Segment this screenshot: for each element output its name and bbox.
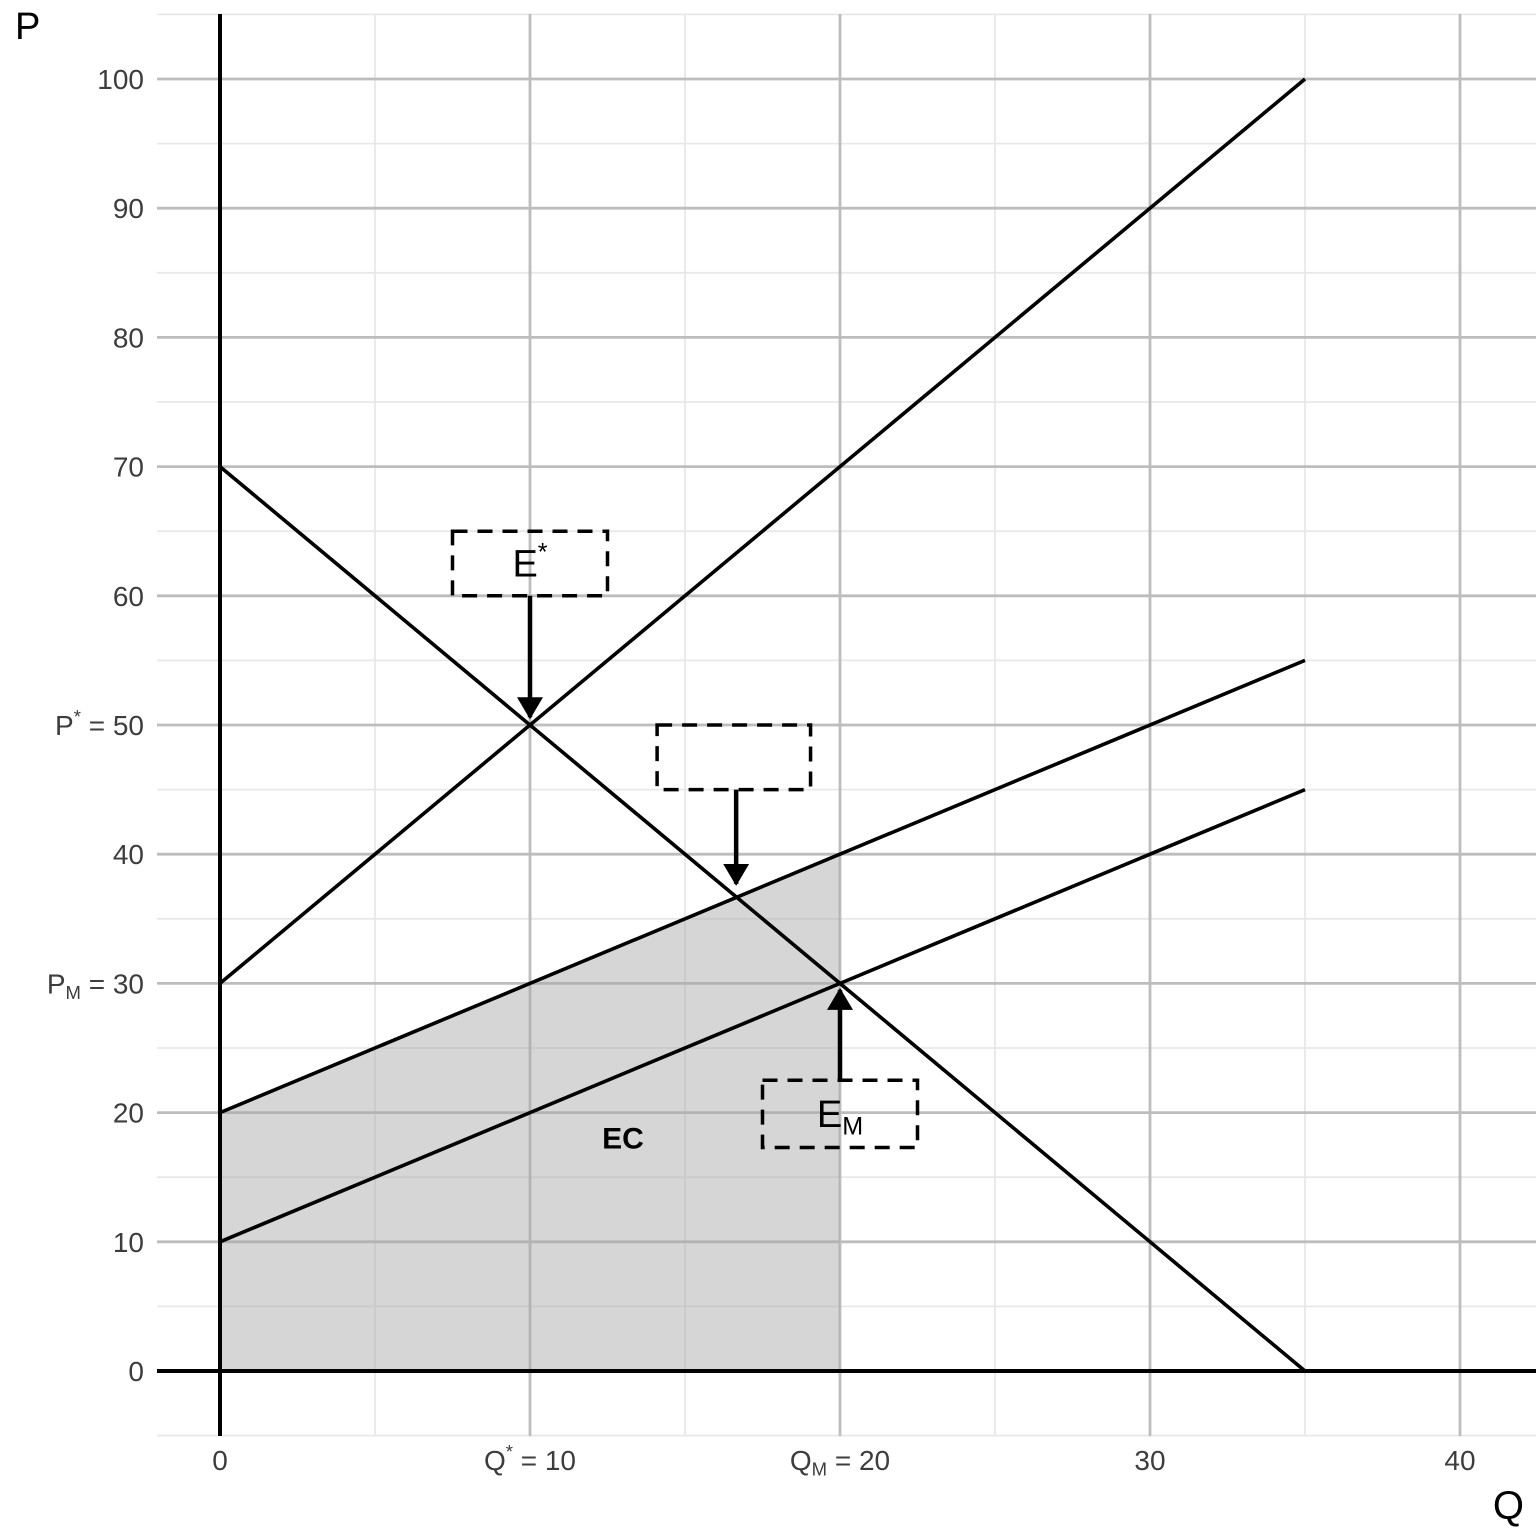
x-tick-label: 30 — [1134, 1445, 1165, 1476]
y-tick-label: 100 — [97, 64, 144, 95]
x-tick-label: 40 — [1444, 1445, 1475, 1476]
supply-steep-curve — [218, 77, 1307, 985]
y-tick-label: PM = 30 — [47, 968, 144, 1003]
shaded-region-label: EC — [602, 1122, 644, 1155]
y-tick-label: 10 — [113, 1227, 144, 1258]
annotation-label-E-star: E* — [512, 539, 547, 586]
y-tick-label: 20 — [113, 1098, 144, 1129]
y-tick-label: 60 — [113, 581, 144, 612]
x-axis-title: Q — [1493, 1484, 1524, 1528]
x-tick-label: QM = 20 — [790, 1445, 890, 1480]
y-axis-title: P — [15, 6, 40, 48]
x-tick-label: 0 — [212, 1445, 228, 1476]
y-tick-label: P* = 50 — [55, 706, 144, 741]
y-tick-label: 90 — [113, 193, 144, 224]
y-tick-label: 40 — [113, 839, 144, 870]
demand-curve — [218, 465, 1307, 1373]
annotation-box-unlabeled-box — [655, 723, 813, 792]
y-tick-label: 70 — [113, 452, 144, 483]
y-tick-label: 80 — [113, 322, 144, 353]
cost-lower-curve — [219, 787, 1306, 1244]
x-tick-label: Q* = 10 — [484, 1441, 576, 1476]
annotation-box-E-star — [450, 529, 610, 598]
cost-upper-curve — [219, 658, 1306, 1115]
annotation-label-E-M: EM — [817, 1094, 863, 1141]
y-tick-label: 0 — [128, 1356, 144, 1387]
